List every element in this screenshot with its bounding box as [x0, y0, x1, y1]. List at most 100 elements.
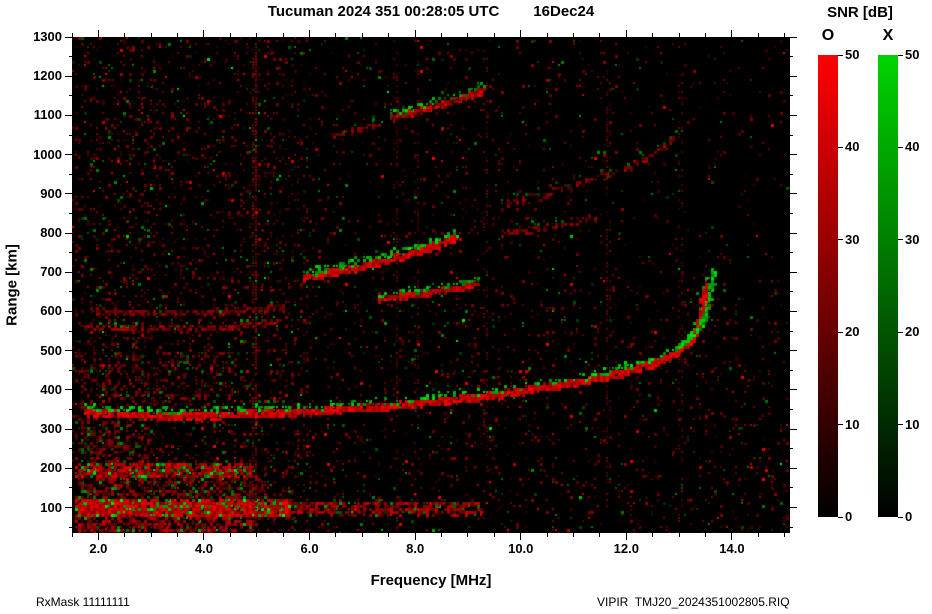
y-axis-tick [790, 369, 793, 371]
y-axis-tick [790, 291, 793, 293]
y-axis-tick [790, 36, 797, 38]
y-axis-tick [790, 487, 793, 489]
x-tick-label: 12.0 [613, 541, 639, 556]
colorbar-tick-label: 50 [905, 47, 920, 62]
x-axis-tick [493, 33, 495, 37]
y-tick-label: 1200 [33, 68, 62, 84]
x-axis-tick [309, 30, 311, 37]
y-axis-tick [69, 212, 72, 214]
y-axis-tick [65, 36, 72, 38]
y-axis-tick [790, 428, 797, 430]
x-axis-tick [520, 533, 522, 540]
x-axis-label: Frequency [MHz] [370, 572, 492, 589]
colorbar-tick-label: 30 [905, 231, 920, 247]
y-axis-tick [790, 408, 793, 410]
x-axis-tick [573, 33, 575, 37]
colorbar-tick [838, 54, 843, 56]
x-axis-tick [124, 533, 126, 537]
footer-rxmask: RxMask 11111111 [36, 595, 130, 609]
y-axis-tick [69, 252, 72, 254]
y-axis-tick [790, 389, 797, 391]
x-axis-tick [757, 33, 759, 37]
y-tick-label: 600 [40, 303, 62, 319]
y-axis-tick [65, 114, 72, 116]
colorbar-tick-label: 0 [905, 509, 913, 524]
y-axis-tick [65, 232, 72, 234]
x-axis-tick [599, 33, 601, 37]
colorbar-tick [898, 54, 903, 56]
x-axis-tick [546, 533, 548, 537]
x-axis-tick [335, 533, 337, 537]
colorbar-o-bar [818, 55, 838, 517]
x-axis-tick [467, 33, 469, 37]
y-axis-tick [790, 193, 797, 195]
y-axis-tick [790, 114, 797, 116]
colorbar-tick-label: 20 [845, 324, 860, 340]
x-axis-tick [177, 33, 179, 37]
x-axis-tick [150, 533, 152, 537]
y-axis-tick [790, 350, 797, 352]
y-tick-label: 100 [40, 499, 62, 515]
ionogram-canvas [72, 37, 790, 533]
y-axis-tick [65, 350, 72, 352]
x-axis-tick [731, 533, 733, 540]
x-axis-tick [652, 33, 654, 37]
y-axis-tick [69, 95, 72, 97]
y-tick-label: 500 [40, 342, 62, 358]
x-axis-tick [229, 533, 231, 537]
x-axis-tick [757, 533, 759, 537]
x-axis-tick [361, 533, 363, 537]
x-axis-tick [414, 30, 416, 37]
x-axis-tick [678, 533, 680, 537]
y-axis-tick [790, 252, 793, 254]
x-axis-tick [441, 533, 443, 537]
y-axis-tick [65, 507, 72, 508]
y-tick-label: 800 [40, 225, 62, 241]
colorbar-tick-label: 40 [905, 139, 920, 155]
colorbar-tick-label: 0 [845, 509, 853, 524]
y-tick-label: 300 [40, 421, 62, 437]
x-axis-tick [705, 33, 707, 37]
x-axis-tick [652, 533, 654, 537]
y-axis-tick [69, 330, 72, 332]
y-axis-tick [790, 173, 793, 175]
y-axis-tick [65, 467, 72, 469]
y-axis-tick [69, 291, 72, 293]
y-axis-tick [790, 330, 793, 332]
y-axis-tick [790, 134, 793, 136]
colorbar-tick [898, 146, 903, 148]
colorbar-x-bar [878, 55, 898, 517]
plot-title-date: 16Dec24 [533, 3, 595, 20]
y-axis-tick [790, 154, 797, 156]
x-axis-tick [282, 33, 284, 37]
colorbar-tick [898, 239, 903, 241]
x-axis-tick [784, 533, 786, 537]
y-axis-tick [790, 526, 793, 528]
x-axis-tick [97, 533, 99, 540]
y-axis-tick [65, 154, 72, 156]
x-axis-tick [203, 30, 205, 37]
y-axis-tick [790, 212, 793, 214]
y-axis-tick [65, 428, 72, 430]
y-axis-tick [790, 310, 797, 312]
x-axis-tick [256, 533, 258, 537]
x-axis-tick [256, 33, 258, 37]
x-axis-tick [150, 33, 152, 37]
footer-filename: VIPIR TMJ20_2024351002805.RIQ [597, 595, 790, 609]
y-axis-tick [790, 56, 793, 58]
x-axis-tick [467, 533, 469, 537]
x-tick-label: 14.0 [719, 541, 745, 556]
colorbar-tick [838, 331, 843, 333]
y-tick-label: 1100 [33, 107, 62, 123]
colorbar-tick-label: 20 [905, 324, 920, 340]
colorbar-tick [838, 516, 843, 518]
colorbar-tick-label: 10 [845, 416, 860, 432]
colorbar-tick-label: 50 [845, 47, 860, 62]
y-axis-tick [69, 487, 72, 489]
x-axis-tick [335, 33, 337, 37]
x-axis-tick [678, 33, 680, 37]
x-axis-tick [229, 33, 231, 37]
colorbar-tick [838, 239, 843, 241]
x-tick-label: 8.0 [406, 541, 425, 556]
x-tick-label: 4.0 [194, 541, 214, 556]
